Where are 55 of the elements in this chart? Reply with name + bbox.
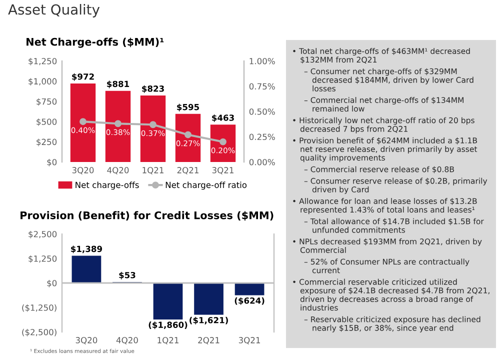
y2-tick-label: 0.75% (249, 83, 275, 90)
data-label: ($624) (234, 297, 264, 305)
x-tick-label: 3Q21 (212, 167, 234, 174)
x-tick-label: 4Q20 (116, 337, 138, 344)
y2-tick-label: 1.00% (250, 58, 275, 64)
point (150, 121, 156, 128)
point (80, 118, 86, 126)
data-label: $463 (212, 114, 234, 122)
y-tick-label: $1,250 (28, 255, 57, 263)
bar (105, 90, 131, 162)
y-tick-label: $2,500 (28, 230, 57, 238)
bar (153, 283, 183, 320)
bar (175, 114, 201, 162)
y-tick-label: $0 (47, 158, 57, 166)
data-label: ($1,860) (148, 322, 188, 330)
bar (210, 124, 236, 162)
y-tick-label: $250 (36, 138, 57, 146)
y-tick-label: $750 (36, 98, 57, 106)
x-tick-label: 3Q21 (238, 337, 260, 344)
legend-label: Net charge-off ratio (166, 182, 247, 190)
bar (140, 96, 166, 162)
data-label: ($1,621) (190, 316, 228, 324)
bar (194, 283, 224, 315)
x-tick-label: 3Q20 (72, 167, 94, 174)
x-tick-label: 3Q20 (76, 337, 98, 344)
bar (70, 83, 96, 162)
y-tick-label: ($1,250) (22, 304, 56, 312)
data-label: $53 (119, 272, 136, 280)
data-label: $881 (107, 80, 130, 88)
y-tick-label: ($2,500) (22, 328, 56, 336)
data-label: $972 (72, 73, 94, 81)
legend-label: Net charge-offs (76, 182, 139, 190)
point (220, 138, 226, 146)
y-tick-label: $0 (47, 280, 57, 288)
text: Asset Quality (8, 4, 100, 18)
y-tick-label: $1,000 (28, 78, 57, 86)
x-tick-label: 2Q21 (198, 337, 220, 344)
x-tick-label: 2Q21 (177, 167, 198, 174)
point (184, 131, 192, 138)
point (114, 120, 122, 128)
y2-tick-label: 0.00% (249, 158, 275, 166)
y2-tick-label: 0.50% (249, 108, 275, 115)
chart-title: Provision (Benefit) for Credit Losses ($MM) (20, 211, 274, 221)
data-label: $1,389 (71, 246, 102, 254)
bar (72, 256, 102, 283)
data-label: $823 (142, 85, 164, 93)
y2-tick-label: 0.25% (249, 134, 275, 140)
y-tick-label: $500 (36, 118, 57, 126)
x-tick-label: 1Q21 (158, 337, 178, 344)
data-label: $595 (177, 104, 200, 112)
y-tick-label: $1,250 (28, 58, 57, 66)
x-tick-label: 1Q21 (142, 167, 164, 174)
chart-title: Net Charge-offs ($MM)¹ (26, 38, 164, 48)
x-tick-label: 4Q20 (107, 167, 129, 174)
bar (234, 283, 264, 296)
